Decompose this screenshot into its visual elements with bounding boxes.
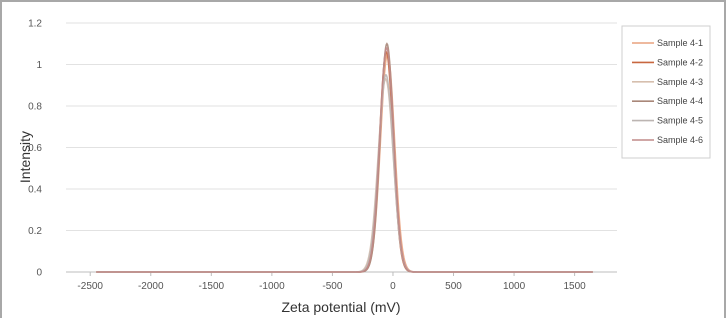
y-tick-label: 0.4 [28, 185, 42, 196]
legend-label: Sample 4-1 [657, 38, 703, 48]
x-tick-label: -1500 [199, 281, 225, 292]
series-line-1 [96, 52, 593, 273]
y-tick-label: 0.8 [28, 102, 42, 113]
series-line-3 [96, 77, 593, 273]
x-tick-label: 1500 [563, 281, 586, 292]
series-line-5 [96, 74, 593, 273]
series-lines [96, 42, 593, 273]
legend-label: Sample 4-3 [657, 77, 703, 87]
y-tick-label: 0.2 [28, 226, 42, 237]
grid-lines [66, 22, 617, 276]
legend-label: Sample 4-6 [657, 135, 703, 145]
x-tick-label: -2000 [138, 281, 164, 292]
legend-label: Sample 4-5 [657, 116, 703, 126]
x-axis-title: Zeta potential (mV) [281, 299, 400, 315]
series-line-2 [96, 50, 593, 273]
y-tick-label: 1.2 [28, 19, 42, 30]
y-tick-label: 1 [36, 60, 42, 71]
x-tick-label: 0 [390, 281, 396, 292]
x-tick-label: -1000 [259, 281, 285, 292]
series-line-6 [96, 47, 593, 273]
legend-box [621, 25, 711, 159]
legend-label: Sample 4-2 [657, 57, 703, 67]
y-tick-label: 0 [36, 268, 42, 279]
x-tick-label: 1000 [503, 281, 526, 292]
x-tick-label: -2500 [77, 281, 103, 292]
y-tick-label: 0.6 [28, 143, 42, 154]
legend: Sample 4-1 Sample 4-2 Sample 4-3 Sample 4-4… [632, 38, 703, 145]
x-tick-labels: -2500 -2000 -1500 -1000 -500 0 500 1000 1500 [77, 281, 586, 292]
series-line-4 [96, 42, 593, 273]
legend-label: Sample 4-4 [657, 96, 703, 106]
y-axis-title: Intensity [17, 131, 33, 183]
y-tick-labels: 0 0.2 0.4 0.6 0.8 1 1.2 [28, 19, 42, 279]
x-tick-label: -500 [322, 281, 342, 292]
x-tick-label: 500 [445, 281, 462, 292]
